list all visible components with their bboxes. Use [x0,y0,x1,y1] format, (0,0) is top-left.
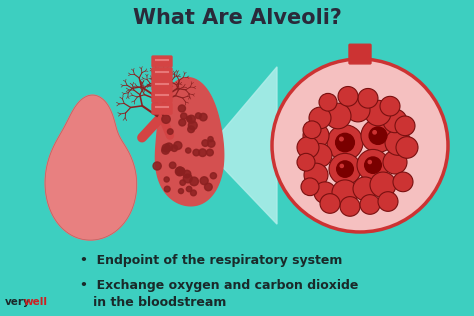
FancyBboxPatch shape [152,68,172,79]
Circle shape [208,140,215,147]
Circle shape [303,123,329,149]
Text: •  Exchange oxygen and carbon dioxide
   in the bloodstream: • Exchange oxygen and carbon dioxide in … [80,279,358,309]
Circle shape [336,133,355,152]
Circle shape [162,115,170,123]
Circle shape [327,125,363,160]
Circle shape [186,186,192,192]
Circle shape [200,113,207,121]
Circle shape [178,189,183,194]
Circle shape [190,177,199,186]
Circle shape [395,116,415,136]
Circle shape [301,178,319,196]
Circle shape [162,147,169,154]
Circle shape [186,148,191,153]
Circle shape [191,190,196,196]
Circle shape [176,167,184,175]
Polygon shape [217,67,277,224]
Circle shape [162,144,170,152]
Circle shape [303,121,321,139]
Circle shape [365,157,381,173]
Circle shape [200,177,208,185]
Circle shape [383,150,407,174]
Text: •  Endpoint of the respiratory system: • Endpoint of the respiratory system [80,254,342,267]
Circle shape [195,113,201,118]
Circle shape [357,149,389,181]
Circle shape [169,162,176,168]
Circle shape [373,131,376,134]
Circle shape [385,130,411,155]
FancyBboxPatch shape [152,103,172,114]
Circle shape [353,177,377,201]
Circle shape [396,137,418,158]
Circle shape [183,170,191,178]
Circle shape [340,197,360,216]
Circle shape [180,180,185,185]
Circle shape [179,119,186,126]
Circle shape [297,137,319,158]
Circle shape [308,143,332,167]
FancyBboxPatch shape [152,91,172,102]
Circle shape [174,142,182,149]
Circle shape [325,103,351,129]
Circle shape [383,109,407,133]
Circle shape [199,149,207,156]
FancyBboxPatch shape [349,44,371,64]
Circle shape [208,137,213,142]
Circle shape [314,182,336,204]
FancyBboxPatch shape [152,56,172,67]
Circle shape [167,129,173,134]
Circle shape [272,59,448,232]
Circle shape [319,94,337,111]
Circle shape [337,161,353,177]
Circle shape [320,194,340,213]
Circle shape [378,192,398,211]
Circle shape [393,172,413,192]
Circle shape [178,105,185,112]
Circle shape [193,149,200,156]
Circle shape [207,149,213,156]
Circle shape [365,100,391,126]
Circle shape [339,137,343,141]
Circle shape [204,183,212,191]
Circle shape [164,177,169,182]
Text: well: well [24,297,48,307]
Circle shape [165,143,173,151]
Circle shape [175,167,184,176]
Circle shape [187,116,192,121]
Circle shape [309,107,331,129]
Circle shape [338,87,358,106]
Circle shape [380,96,400,116]
Circle shape [369,127,387,144]
Circle shape [370,172,396,198]
Circle shape [297,153,315,171]
Circle shape [164,186,170,192]
Text: very: very [5,297,31,307]
Circle shape [340,164,343,167]
FancyBboxPatch shape [152,80,172,90]
Circle shape [358,88,378,108]
Circle shape [368,161,372,164]
Circle shape [187,115,195,123]
Circle shape [181,113,187,119]
Circle shape [202,140,209,146]
Circle shape [332,180,358,205]
Circle shape [178,168,185,174]
Circle shape [210,173,217,179]
Polygon shape [45,95,137,240]
Circle shape [183,174,192,183]
Circle shape [361,119,395,152]
Circle shape [153,162,161,170]
Circle shape [346,98,370,122]
Circle shape [329,153,361,185]
Polygon shape [155,78,224,206]
Circle shape [304,163,328,187]
Circle shape [188,126,194,133]
Circle shape [188,121,197,130]
Circle shape [360,195,380,214]
Circle shape [171,145,177,151]
Text: What Are Alveoli?: What Are Alveoli? [133,8,341,28]
